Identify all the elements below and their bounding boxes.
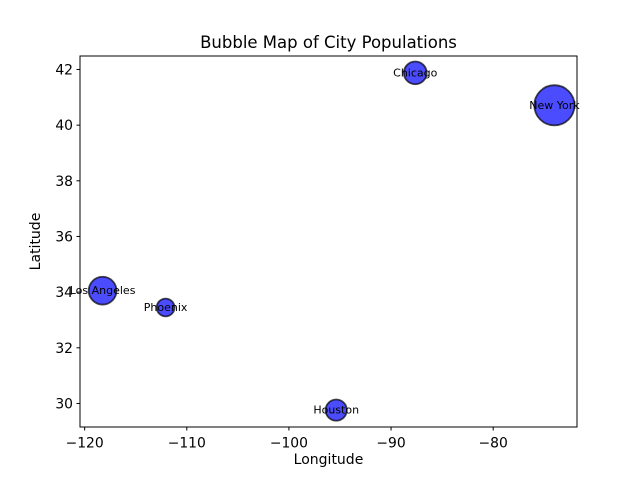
bubble-houston bbox=[324, 398, 348, 422]
bubbles-layer bbox=[87, 60, 576, 422]
plot-area bbox=[79, 55, 578, 428]
y-tick-label: 30 bbox=[55, 396, 73, 412]
bubble-chicago bbox=[402, 60, 428, 86]
city-labels-layer: New York Chicago Los Angeles Phoenix Houston bbox=[70, 66, 580, 416]
x-tick-label: −120 bbox=[66, 436, 104, 452]
city-label-chicago: Chicago bbox=[393, 66, 437, 79]
x-axis-label: Longitude bbox=[294, 452, 364, 468]
city-label-phoenix: Phoenix bbox=[144, 301, 188, 314]
y-tick-label: 40 bbox=[55, 118, 73, 134]
y-tick-label: 42 bbox=[55, 62, 73, 78]
y-tick-label: 32 bbox=[55, 341, 73, 357]
city-label-new-york: New York bbox=[529, 99, 580, 112]
y-tick-label: 38 bbox=[55, 174, 73, 190]
y-tick-label: 34 bbox=[55, 285, 73, 301]
axis-ticks-layer: −120 −110 −100 −90 −80 30 32 34 36 38 40 42 bbox=[55, 62, 508, 451]
bubble-los-angeles bbox=[87, 275, 118, 306]
x-tick-label: −80 bbox=[479, 436, 508, 452]
x-tick-label: −90 bbox=[376, 436, 405, 452]
chart-title: Bubble Map of City Populations bbox=[200, 33, 457, 52]
city-label-los-angeles: Los Angeles bbox=[70, 284, 136, 297]
y-tick-label: 36 bbox=[55, 229, 73, 245]
x-tick-label: −100 bbox=[270, 436, 308, 452]
bubble-phoenix bbox=[155, 297, 176, 318]
x-tick-label: −110 bbox=[168, 436, 206, 452]
city-label-houston: Houston bbox=[313, 404, 359, 417]
bubble-new-york bbox=[533, 84, 576, 127]
y-axis-label: Latitude bbox=[28, 213, 44, 271]
